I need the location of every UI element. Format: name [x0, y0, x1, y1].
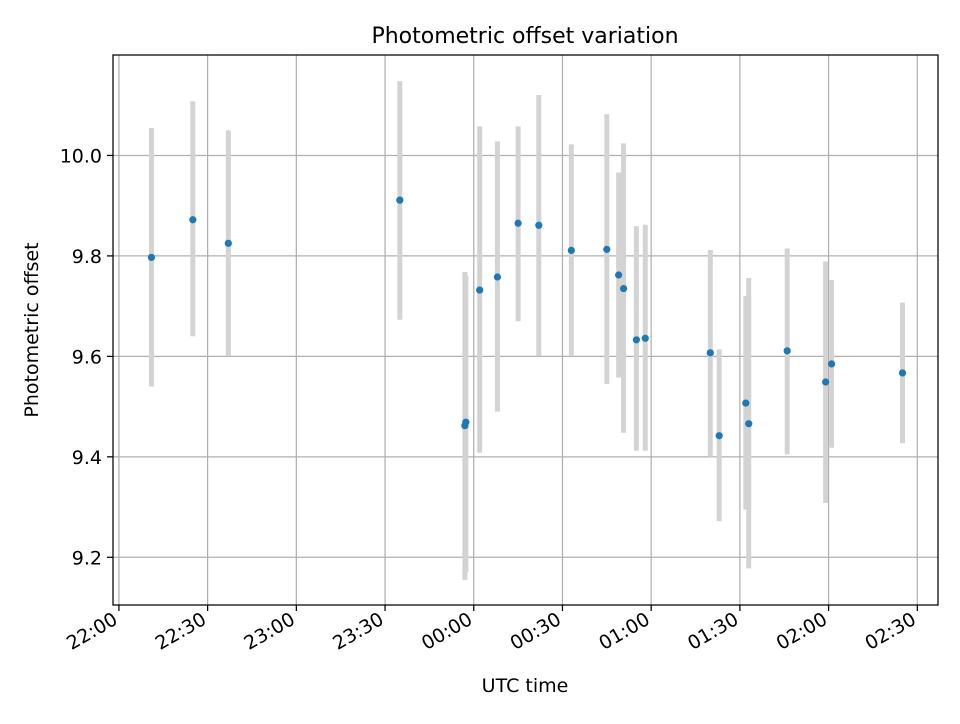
data-points	[147, 196, 907, 440]
x-axis-label: UTC time	[482, 675, 569, 697]
data-point	[827, 360, 836, 368]
plot-frame	[112, 54, 939, 606]
data-point	[822, 378, 830, 386]
y-tick-label: 9.2	[72, 547, 102, 569]
y-tick-label: 10.0	[60, 145, 102, 167]
chart-title: Photometric offset variation	[371, 24, 678, 49]
data-point	[189, 216, 197, 224]
y-tick-label: 9.4	[72, 447, 102, 469]
data-point	[745, 420, 753, 428]
y-axis-ticks: 9.2 9.4 9.6 9.8 10.0	[60, 145, 113, 569]
data-point	[514, 219, 522, 227]
data-point	[493, 273, 502, 281]
grid	[113, 55, 938, 605]
data-point	[641, 334, 649, 342]
y-tick-label: 9.8	[72, 246, 102, 268]
data-point	[615, 271, 623, 279]
data-point	[742, 399, 750, 407]
y-axis-label: Photometric offset	[21, 242, 43, 417]
data-point	[567, 246, 575, 254]
data-point	[147, 253, 156, 262]
data-point	[476, 286, 484, 294]
data-point	[706, 349, 714, 357]
data-point	[898, 369, 907, 377]
data-point	[632, 336, 640, 344]
data-point	[535, 221, 543, 229]
y-tick-label: 9.6	[72, 346, 102, 368]
data-point	[715, 432, 723, 440]
data-point	[224, 239, 232, 247]
data-point	[619, 284, 628, 293]
data-point	[783, 347, 791, 355]
data-point	[462, 418, 470, 426]
data-point	[396, 196, 404, 204]
data-point	[603, 245, 611, 253]
